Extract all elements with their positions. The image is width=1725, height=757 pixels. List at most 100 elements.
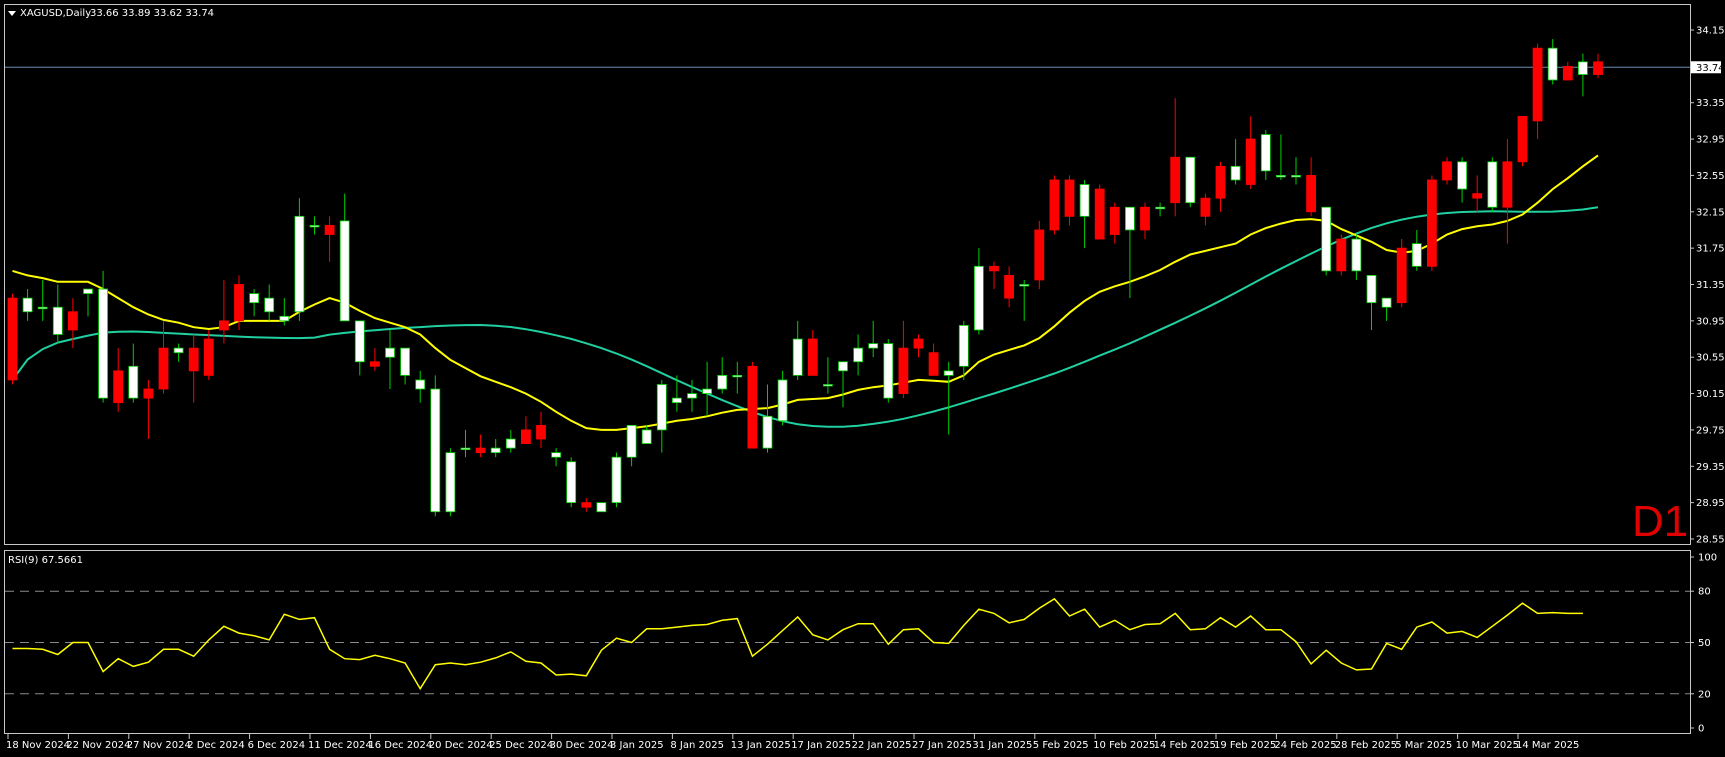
candle-body: [143, 388, 154, 399]
price-tick-label: 28.95: [1696, 498, 1725, 509]
candle: [143, 379, 154, 440]
time-tick-label: 8 Jan 2025: [670, 740, 724, 751]
price-tick-label: 29.35: [1696, 462, 1725, 473]
candle-body: [611, 456, 622, 504]
candle-body: [898, 347, 909, 394]
candle-body: [400, 347, 411, 376]
rsi-line: [12, 597, 1583, 691]
candle-body: [68, 311, 78, 331]
candle-body: [1170, 156, 1181, 204]
timeframe-label: D1: [1632, 497, 1688, 546]
candle-body: [52, 306, 63, 335]
candle-body: [1260, 134, 1271, 172]
candle: [672, 375, 682, 412]
candle-body: [218, 320, 229, 331]
candle: [1245, 116, 1256, 190]
candle-body: [1547, 47, 1558, 81]
candle: [264, 284, 275, 321]
collapse-triangle-icon[interactable]: [8, 11, 16, 16]
candle: [98, 270, 108, 403]
candle: [898, 320, 909, 399]
candle: [128, 343, 139, 403]
candle-body: [460, 447, 471, 451]
price-tick-label: 34.15: [1696, 26, 1725, 37]
candle: [1411, 229, 1422, 271]
candle: [974, 248, 984, 335]
candle-body: [415, 379, 426, 390]
candle: [460, 429, 471, 458]
candle-body: [1336, 238, 1347, 272]
candle-body: [22, 297, 33, 313]
candle: [958, 320, 969, 380]
candle-body: [475, 447, 486, 454]
candle: [1019, 279, 1030, 321]
candle: [505, 429, 516, 453]
candle-body: [1276, 175, 1286, 178]
candle: [717, 357, 728, 394]
candle-body: [128, 365, 139, 399]
candle: [68, 298, 78, 349]
candle: [687, 379, 697, 412]
candle: [883, 339, 894, 403]
candle: [928, 343, 939, 376]
time-tick-label: 30 Dec 2024: [550, 740, 614, 751]
candle: [1502, 139, 1513, 244]
candle: [309, 216, 320, 235]
candle-body: [626, 424, 637, 458]
time-tick-label: 13 Jan 2025: [731, 740, 791, 751]
candle: [1004, 266, 1014, 308]
candle-body: [1094, 188, 1105, 240]
time-tick-label: 16 Dec 2024: [368, 740, 432, 751]
candle-body: [792, 338, 803, 376]
time-tick-label: 14 Mar 2025: [1516, 740, 1579, 751]
price-tick-label: 30.55: [1696, 353, 1725, 364]
candle-body: [566, 461, 577, 504]
candle-body: [1381, 297, 1392, 308]
candle-body: [1442, 161, 1452, 181]
candle: [1487, 157, 1498, 212]
candle-body: [1396, 247, 1407, 304]
time-tick-label: 22 Jan 2025: [852, 740, 912, 751]
price-tick-label: 33.35: [1696, 98, 1725, 109]
candle-body: [385, 347, 395, 358]
main-chart-frame: [4, 4, 1691, 545]
candle-body: [1215, 165, 1226, 199]
candle: [173, 343, 184, 362]
candle-body: [989, 265, 999, 272]
candle-body: [838, 361, 848, 372]
candle: [762, 384, 773, 453]
candle-body: [974, 265, 984, 331]
candle: [943, 361, 954, 435]
time-tick-label: 22 Nov 2024: [66, 740, 130, 751]
candle-body: [958, 325, 969, 367]
candle-body: [868, 343, 879, 349]
time-tick-label: 17 Jan 2025: [791, 740, 851, 751]
candle: [989, 261, 999, 290]
candle-body: [928, 352, 939, 376]
candle-body: [1019, 284, 1030, 287]
candle-body: [294, 215, 305, 313]
candle-body: [1487, 161, 1498, 208]
price-tick-label: 30.95: [1696, 316, 1725, 327]
candle-body: [777, 379, 788, 422]
candle: [1034, 220, 1045, 290]
candle-body: [1472, 193, 1483, 199]
candle: [475, 434, 486, 458]
candle-body: [188, 347, 199, 372]
price-tick-label: 32.55: [1696, 171, 1725, 182]
candle: [1351, 234, 1362, 280]
candle: [339, 193, 350, 322]
candle-body: [98, 288, 108, 399]
time-tick-label: 6 Dec 2024: [248, 740, 306, 751]
candle: [1578, 53, 1588, 97]
candle-body: [203, 338, 214, 376]
candle: [1532, 43, 1543, 140]
candle-body: [1004, 275, 1014, 299]
candle: [354, 320, 365, 376]
candle: [868, 320, 879, 358]
candle: [249, 289, 260, 317]
candle: [1321, 206, 1332, 276]
time-tick-label: 11 Dec 2024: [308, 740, 372, 751]
candle-body: [521, 429, 531, 444]
